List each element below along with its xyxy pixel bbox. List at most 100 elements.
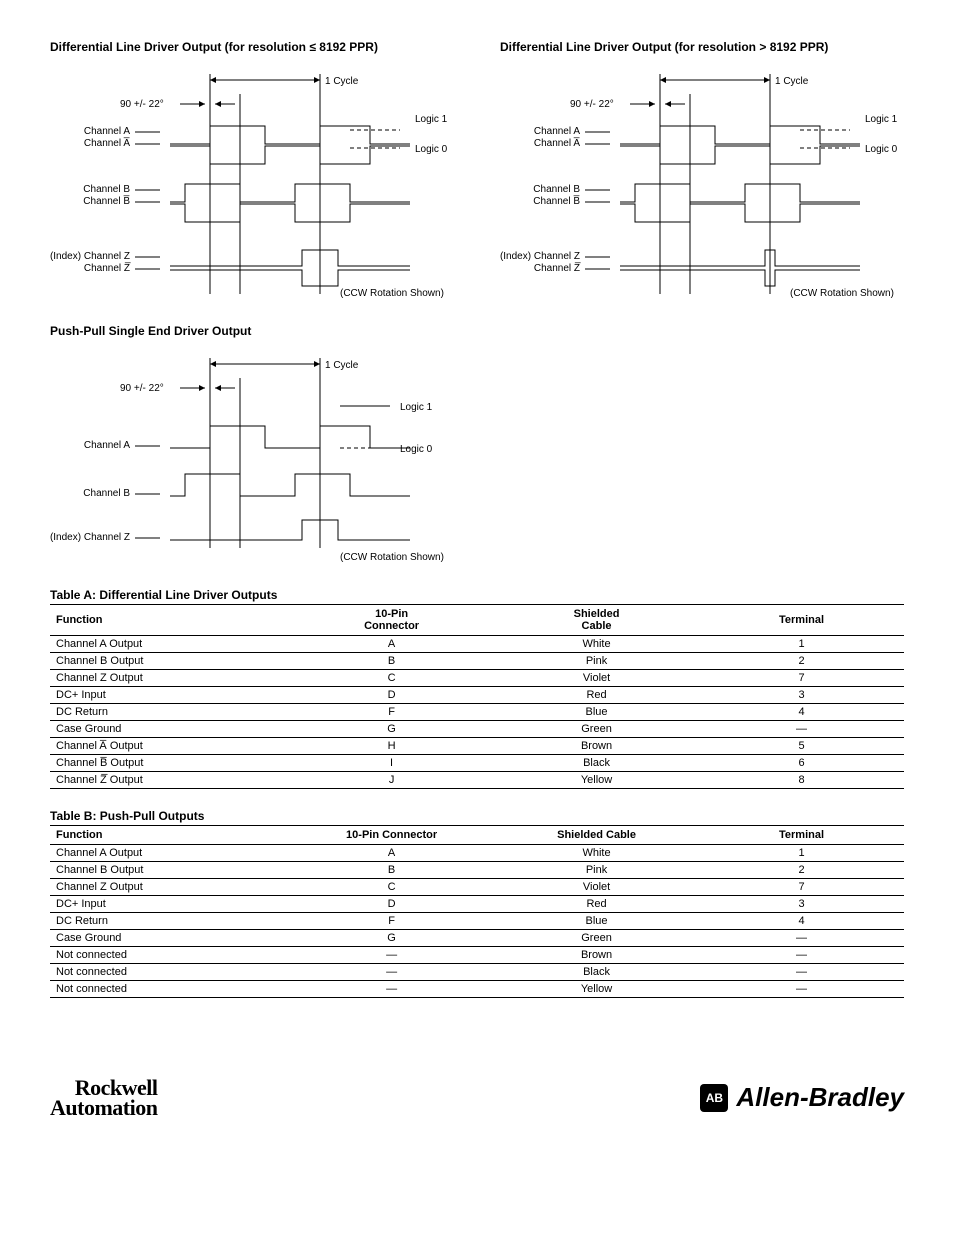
ab-text: Allen-Bradley	[736, 1082, 904, 1113]
cell-connector: C	[289, 879, 494, 896]
cell-function: DC Return	[50, 913, 289, 930]
table-row: DC+ InputDRed3	[50, 687, 904, 704]
th-terminal: Terminal	[699, 605, 904, 636]
cell-function: Channel A Output	[50, 845, 289, 862]
d1-phase: 90 +/- 22°	[120, 99, 164, 110]
cell-terminal: —	[699, 964, 904, 981]
cell-cable: Black	[494, 964, 699, 981]
table-row: Channel A̅ OutputHBrown5	[50, 738, 904, 755]
cell-terminal: 7	[699, 670, 904, 687]
diagram-3: 1 Cycle 90 +/- 22° Logic 1 Logic 0 Chann…	[50, 348, 904, 568]
d3-logic1: Logic 1	[400, 402, 433, 413]
d2-chz: (Index) Channel Z	[500, 251, 580, 262]
cell-terminal: —	[699, 721, 904, 738]
diagram-2: 1 Cycle 90 +/- 22° Channel A Channel A̅ …	[500, 64, 920, 304]
cell-cable: Yellow	[494, 981, 699, 998]
d2-chbn: Channel B̅	[533, 195, 580, 207]
d2-chan: Channel A̅	[534, 137, 580, 149]
cell-connector: B	[289, 862, 494, 879]
rockwell-logo: Rockwell Automation	[50, 1078, 157, 1118]
d3-phase: 90 +/- 22°	[120, 383, 164, 394]
cell-cable: Red	[494, 896, 699, 913]
table-b-header-row: Function 10-Pin Connector Shielded Cable…	[50, 826, 904, 845]
thb-function: Function	[50, 826, 289, 845]
cell-terminal: —	[699, 930, 904, 947]
d2-cycle: 1 Cycle	[775, 76, 809, 87]
d2-logic1: Logic 1	[865, 114, 898, 125]
cell-terminal: —	[699, 981, 904, 998]
cell-function: DC+ Input	[50, 687, 289, 704]
table-row: Not connected—Black—	[50, 964, 904, 981]
d1-chb: Channel B	[83, 184, 130, 195]
cell-function: Case Ground	[50, 930, 289, 947]
cell-terminal: 1	[699, 845, 904, 862]
d3-cha: Channel A	[84, 440, 130, 451]
table-row: DC ReturnFBlue4	[50, 913, 904, 930]
cell-terminal: 7	[699, 879, 904, 896]
cell-connector: F	[289, 913, 494, 930]
cell-connector: G	[289, 930, 494, 947]
d2-phase: 90 +/- 22°	[570, 99, 614, 110]
table-row: Not connected—Brown—	[50, 947, 904, 964]
cell-function: Not connected	[50, 981, 289, 998]
diagram-1: 1 Cycle 90 +/- 22° Channel A Channel A̅	[50, 64, 470, 304]
table-row: DC+ InputDRed3	[50, 896, 904, 913]
cell-function: Channel A̅ Output	[50, 738, 289, 755]
cell-terminal: 2	[699, 653, 904, 670]
table-row: Channel B̅ OutputIBlack6	[50, 755, 904, 772]
table-row: Channel Z OutputCViolet7	[50, 670, 904, 687]
cell-connector: F	[289, 704, 494, 721]
cell-terminal: 5	[699, 738, 904, 755]
table-a: Function 10-PinConnector ShieldedCable T…	[50, 604, 904, 789]
diagram-3-title: Push-Pull Single End Driver Output	[50, 324, 904, 338]
cell-cable: Pink	[494, 653, 699, 670]
cell-cable: White	[494, 636, 699, 653]
cell-terminal: 4	[699, 913, 904, 930]
table-a-header-row: Function 10-PinConnector ShieldedCable T…	[50, 605, 904, 636]
cell-connector: —	[289, 947, 494, 964]
d3-chz: (Index) Channel Z	[50, 532, 130, 543]
table-row: Channel A OutputAWhite1	[50, 845, 904, 862]
cell-cable: Pink	[494, 862, 699, 879]
d3-cycle: 1 Cycle	[325, 360, 359, 371]
cell-connector: G	[289, 721, 494, 738]
cell-function: DC Return	[50, 704, 289, 721]
diagram-2-col: Differential Line Driver Output (for res…	[500, 40, 920, 304]
table-b-title: Table B: Push-Pull Outputs	[50, 809, 904, 823]
thb-terminal: Terminal	[699, 826, 904, 845]
cell-connector: —	[289, 981, 494, 998]
table-row: Case GroundGGreen—	[50, 721, 904, 738]
d3-logic0: Logic 0	[400, 444, 433, 455]
d3-chb: Channel B	[83, 488, 130, 499]
table-row: Case GroundGGreen—	[50, 930, 904, 947]
table-row: Channel B OutputBPink2	[50, 862, 904, 879]
table-row: DC ReturnFBlue4	[50, 704, 904, 721]
diagram-2-title: Differential Line Driver Output (for res…	[500, 40, 920, 54]
table-row: Channel B OutputBPink2	[50, 653, 904, 670]
d1-logic0: Logic 0	[415, 144, 448, 155]
diagram-3-section: Push-Pull Single End Driver Output 1 Cyc…	[50, 324, 904, 568]
d1-cycle: 1 Cycle	[325, 76, 359, 87]
cell-terminal: 3	[699, 896, 904, 913]
cell-terminal: 8	[699, 772, 904, 789]
footer: Rockwell Automation AB Allen-Bradley	[50, 1078, 904, 1118]
cell-cable: Brown	[494, 738, 699, 755]
cell-connector: D	[289, 896, 494, 913]
allen-bradley-logo: AB Allen-Bradley	[700, 1082, 904, 1113]
cell-cable: Blue	[494, 913, 699, 930]
cell-connector: —	[289, 964, 494, 981]
thb-connector: 10-Pin Connector	[289, 826, 494, 845]
cell-cable: Violet	[494, 879, 699, 896]
d1-chan: Channel A̅	[84, 137, 130, 149]
cell-connector: A	[289, 636, 494, 653]
th-function: Function	[50, 605, 289, 636]
cell-connector: B	[289, 653, 494, 670]
cell-cable: Green	[494, 930, 699, 947]
d1-ccw: (CCW Rotation Shown)	[340, 288, 444, 299]
d1-cha: Channel A	[84, 126, 130, 137]
thb-cable: Shielded Cable	[494, 826, 699, 845]
cell-function: Channel Z Output	[50, 670, 289, 687]
d1-logic1: Logic 1	[415, 114, 448, 125]
cell-cable: Black	[494, 755, 699, 772]
d1-chzn: Channel Z̅	[84, 262, 131, 274]
